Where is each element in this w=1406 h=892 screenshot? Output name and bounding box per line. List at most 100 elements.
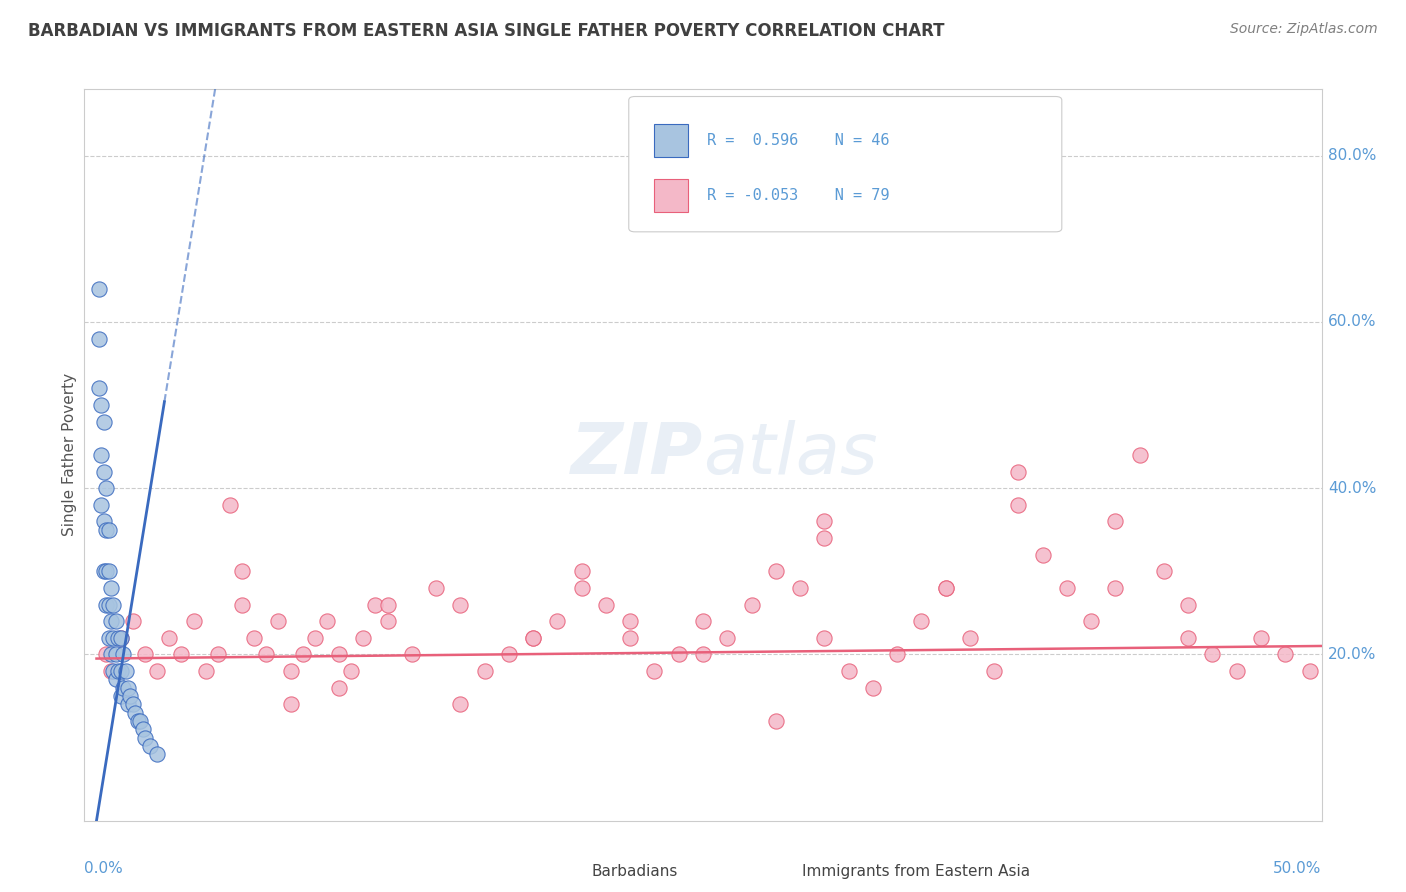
Point xyxy=(100,664,122,678)
Point xyxy=(813,515,835,529)
Point xyxy=(97,631,120,645)
Point xyxy=(104,614,127,628)
Point xyxy=(96,523,118,537)
Point xyxy=(643,664,665,678)
Point xyxy=(87,332,110,346)
Point xyxy=(1007,498,1029,512)
Point xyxy=(340,664,363,678)
Point xyxy=(498,648,520,662)
Point xyxy=(401,648,423,662)
Point xyxy=(129,714,152,728)
Point xyxy=(1177,631,1199,645)
Text: 80.0%: 80.0% xyxy=(1327,148,1376,163)
Bar xyxy=(654,178,688,211)
Point xyxy=(122,614,145,628)
Point xyxy=(789,581,811,595)
Point xyxy=(813,631,835,645)
Point xyxy=(1007,465,1029,479)
Point xyxy=(328,681,350,695)
Point xyxy=(114,664,136,678)
Point xyxy=(87,282,110,296)
Point xyxy=(595,598,617,612)
Point xyxy=(571,581,593,595)
Point xyxy=(87,381,110,395)
Point xyxy=(110,664,132,678)
Point xyxy=(1226,664,1249,678)
FancyBboxPatch shape xyxy=(628,96,1062,232)
Point xyxy=(280,664,302,678)
Point xyxy=(124,706,146,720)
Point xyxy=(935,581,957,595)
Point xyxy=(692,614,714,628)
Point xyxy=(449,698,471,712)
Point xyxy=(316,614,339,628)
Text: R =  0.596    N = 46: R = 0.596 N = 46 xyxy=(707,133,889,148)
Point xyxy=(1298,664,1320,678)
Point xyxy=(522,631,544,645)
Point xyxy=(267,614,290,628)
Point xyxy=(1177,598,1199,612)
Point xyxy=(90,448,112,462)
Point xyxy=(100,648,122,662)
Point xyxy=(139,739,162,753)
Point xyxy=(1080,614,1102,628)
Point xyxy=(96,598,118,612)
Point xyxy=(291,648,314,662)
Point xyxy=(97,564,120,578)
Text: 0.0%: 0.0% xyxy=(84,861,124,876)
Point xyxy=(97,523,120,537)
Point xyxy=(110,631,132,645)
Point xyxy=(93,465,115,479)
Point xyxy=(838,664,860,678)
Point xyxy=(93,415,115,429)
Point xyxy=(328,648,350,662)
Point xyxy=(1032,548,1054,562)
Point xyxy=(122,698,145,712)
Text: Barbadians: Barbadians xyxy=(592,864,678,880)
Point xyxy=(117,681,139,695)
Point xyxy=(1129,448,1152,462)
Y-axis label: Single Father Poverty: Single Father Poverty xyxy=(62,374,77,536)
Point xyxy=(1274,648,1296,662)
Point xyxy=(862,681,884,695)
Point xyxy=(112,648,135,662)
Point xyxy=(134,648,156,662)
Point xyxy=(107,631,129,645)
Point xyxy=(170,648,193,662)
Point xyxy=(93,564,115,578)
Point xyxy=(571,564,593,578)
Point xyxy=(117,698,139,712)
Point xyxy=(765,714,787,728)
Text: 40.0%: 40.0% xyxy=(1327,481,1376,496)
Point xyxy=(157,631,180,645)
Point xyxy=(474,664,496,678)
Point xyxy=(183,614,205,628)
Point xyxy=(364,598,387,612)
Point xyxy=(93,515,115,529)
Text: Source: ZipAtlas.com: Source: ZipAtlas.com xyxy=(1230,22,1378,37)
Point xyxy=(107,664,129,678)
Point xyxy=(207,648,229,662)
Point xyxy=(134,731,156,745)
Point xyxy=(1104,515,1126,529)
Point xyxy=(254,648,277,662)
Point xyxy=(1250,631,1272,645)
Text: 60.0%: 60.0% xyxy=(1327,315,1376,329)
Point xyxy=(120,689,142,703)
Point xyxy=(546,614,568,628)
Point xyxy=(104,648,127,662)
Point xyxy=(716,631,738,645)
Point xyxy=(1104,581,1126,595)
Text: ZIP: ZIP xyxy=(571,420,703,490)
Point xyxy=(96,564,118,578)
Point xyxy=(104,673,127,687)
Text: Immigrants from Eastern Asia: Immigrants from Eastern Asia xyxy=(801,864,1031,880)
Point xyxy=(219,498,242,512)
Point xyxy=(959,631,981,645)
Point xyxy=(100,581,122,595)
Point xyxy=(886,648,908,662)
Point xyxy=(127,714,149,728)
Point xyxy=(619,614,641,628)
Bar xyxy=(654,124,688,157)
Point xyxy=(935,581,957,595)
